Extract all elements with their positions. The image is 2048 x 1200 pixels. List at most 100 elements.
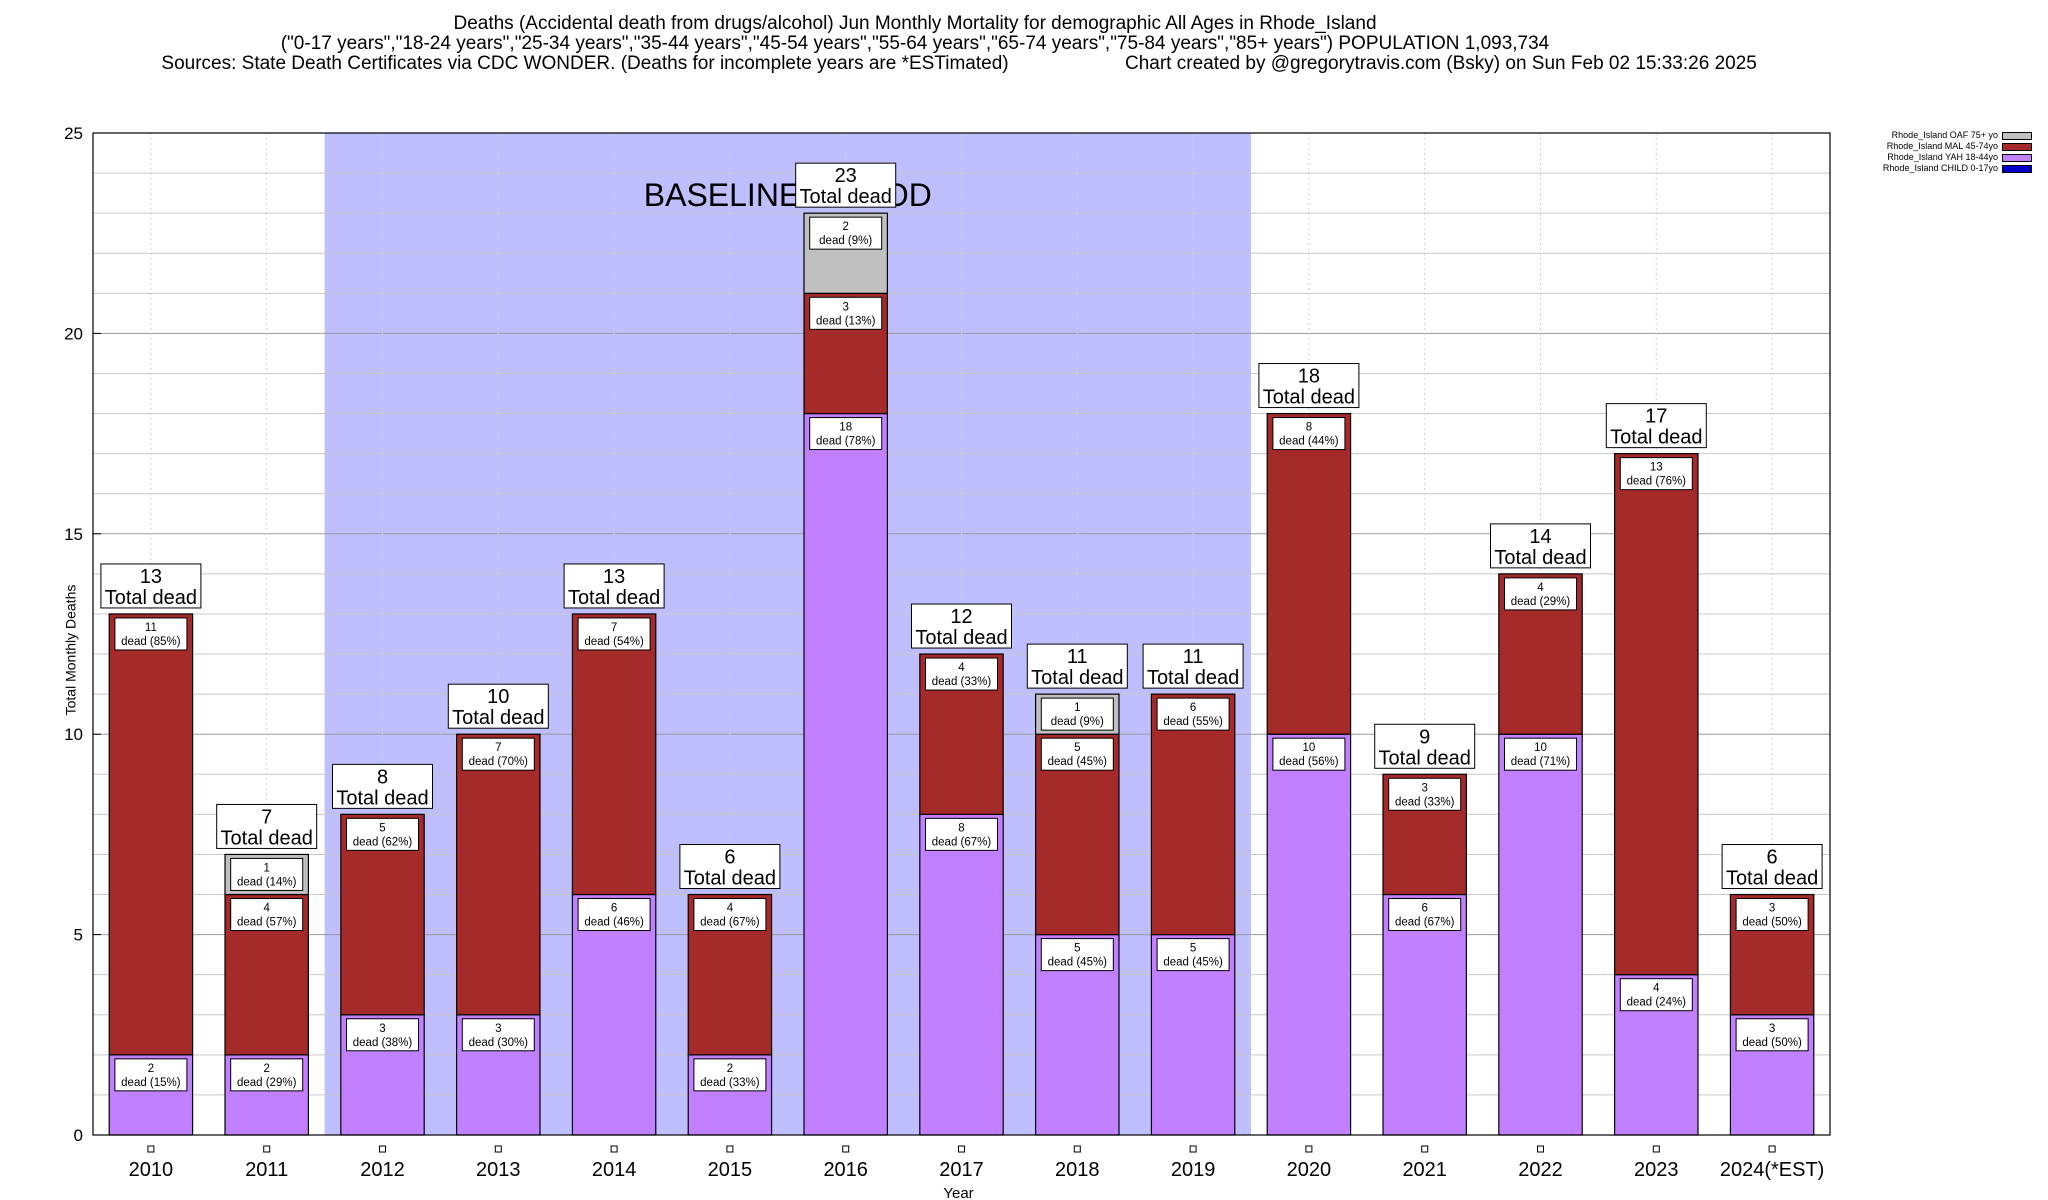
x-tick-label: 2017 [939, 1159, 984, 1181]
segment-label-yah-count: 8 [958, 822, 964, 834]
segment-label-yah-pct: dead (30%) [469, 1037, 529, 1049]
segment-label-yah-box [693, 1058, 767, 1092]
segment-label-oaf-box [1040, 697, 1114, 731]
x-tick-label: 2016 [823, 1159, 868, 1181]
bar-segment-mal [108, 613, 194, 1056]
bar-segment-yah [1498, 733, 1583, 1136]
total-label-count: 9 [1419, 726, 1430, 748]
segment-label-yah-count: 5 [1190, 943, 1196, 955]
segment-label-mal-count: 6 [1190, 702, 1196, 714]
total-label-box [1490, 523, 1591, 569]
chart-title-line-1: Deaths (Accidental death from drugs/alco… [453, 13, 1377, 34]
total-label-box [1605, 403, 1707, 449]
x-marker [494, 1145, 502, 1153]
segment-label-yah-count: 18 [839, 422, 852, 434]
total-label-text: Total dead [1726, 868, 1818, 890]
chart-title-line-2: ("0-17 years","18-24 years","25-34 years… [280, 33, 1550, 54]
total-label-text: Total dead [452, 707, 544, 729]
total-label-box [332, 763, 433, 809]
bar-segment-mal [571, 613, 657, 896]
segment-label-yah-pct: dead (71%) [1511, 756, 1571, 768]
segment-label-mal-pct: dead (44%) [1279, 436, 1339, 448]
legend: Rhode_Island OAF 75+ yo Rhode_Island MAL… [1820, 130, 2040, 174]
segment-label-yah-pct: dead (50%) [1742, 1037, 1802, 1049]
segment-label-mal-count: 3 [842, 301, 848, 313]
segment-label-mal-box [1272, 417, 1346, 451]
x-marker [379, 1145, 386, 1153]
segment-label-yah-count: 5 [1074, 943, 1080, 955]
bar-segment-mal [1614, 453, 1699, 976]
chart-credit: Chart created by @gregorytravis.com (Bsk… [1125, 53, 1757, 74]
legend-label-yah: Rhode_Island YAH 18-44yo [1887, 152, 1998, 162]
segment-label-mal-count: 13 [1650, 462, 1663, 474]
segment-label-yah-count: 10 [1534, 742, 1547, 754]
segment-label-mal-box [1388, 777, 1462, 811]
segment-label-mal-box [1735, 898, 1809, 932]
legend-swatch-child [2002, 165, 2032, 173]
bar-segment-yah [919, 813, 1004, 1136]
y-tick-label: 5 [74, 926, 83, 945]
segment-label-yah-pct: dead (78%) [816, 436, 876, 448]
x-tick-label: 2019 [1171, 1159, 1216, 1181]
y-tick-label: 15 [64, 525, 83, 544]
x-tick-label: 2012 [360, 1159, 405, 1181]
total-label-box [911, 603, 1012, 649]
y-tick-label: 25 [64, 124, 83, 143]
x-tick-label: 2018 [1055, 1159, 1100, 1181]
segment-label-yah-pct: dead (38%) [353, 1037, 413, 1049]
x-marker [1537, 1145, 1544, 1153]
segment-label-mal-count: 3 [1421, 782, 1427, 794]
total-label-text: Total dead [1379, 747, 1471, 769]
x-marker [1652, 1145, 1660, 1153]
segment-label-oaf-count: 2 [842, 221, 848, 233]
bar-segment-yah [571, 893, 657, 1136]
segment-label-mal-pct: dead (70%) [469, 756, 529, 768]
segment-label-yah-count: 2 [148, 1063, 154, 1075]
segment-label-oaf-count: 1 [263, 862, 269, 874]
segment-label-yah-box [1272, 737, 1346, 771]
total-label-box [447, 683, 549, 729]
segment-label-mal-count: 7 [495, 742, 501, 754]
segment-label-yah-box [1504, 737, 1577, 771]
segment-label-mal-box [461, 737, 535, 771]
segment-label-mal-box [114, 617, 188, 651]
x-marker [1768, 1145, 1776, 1153]
legend-swatch-oaf [2002, 132, 2032, 140]
legend-swatch-mal [2002, 143, 2032, 151]
total-label-count: 6 [1767, 847, 1778, 869]
segment-label-yah-count: 3 [495, 1023, 501, 1035]
segment-label-yah-count: 10 [1303, 742, 1316, 754]
segment-label-mal-count: 11 [145, 622, 157, 634]
segment-label-yah-pct: dead (67%) [1395, 917, 1455, 929]
segment-label-mal-count: 8 [1306, 422, 1312, 434]
segment-label-oaf-pct: dead (9%) [819, 235, 872, 247]
segment-label-yah-count: 2 [263, 1063, 269, 1075]
total-label-text: Total dead [800, 186, 892, 208]
x-tick-label: 2013 [476, 1159, 521, 1181]
segment-label-mal-box [230, 898, 304, 932]
segment-label-mal-pct: dead (57%) [237, 917, 297, 929]
bar-segment-mal [456, 733, 541, 1016]
x-marker [1305, 1145, 1313, 1153]
plot-frame [92, 132, 1831, 1136]
segment-label-mal-count: 3 [1769, 903, 1775, 915]
total-label-count: 10 [487, 686, 509, 708]
x-marker [726, 1145, 734, 1153]
x-tick-label: 2024(*EST) [1720, 1159, 1825, 1181]
segment-label-mal-pct: dead (67%) [700, 917, 760, 929]
total-label-box [216, 803, 318, 849]
x-tick-label: 2015 [708, 1159, 753, 1181]
segment-label-yah-pct: dead (33%) [700, 1077, 760, 1089]
total-label-count: 12 [950, 606, 972, 628]
segment-label-mal-count: 7 [611, 622, 617, 634]
segment-label-mal-box [693, 898, 767, 932]
segment-label-yah-box [1156, 938, 1230, 972]
bar-segment-yah [1266, 733, 1352, 1136]
total-label-box [1374, 723, 1476, 769]
segment-label-yah-count: 6 [1421, 903, 1427, 915]
segment-label-yah-box [1040, 938, 1114, 972]
segment-label-yah-count: 4 [1653, 983, 1660, 995]
total-label-text: Total dead [1494, 547, 1586, 569]
x-marker [958, 1145, 965, 1153]
segment-label-mal-count: 4 [727, 903, 734, 915]
